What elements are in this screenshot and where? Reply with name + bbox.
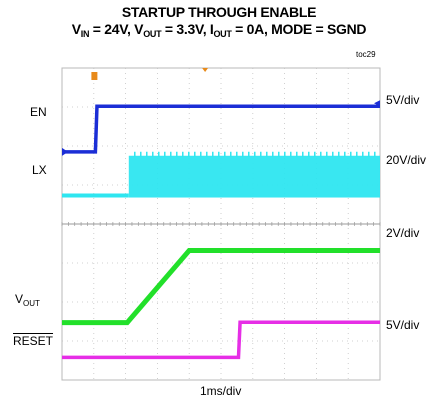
lx-switching-block — [128, 155, 380, 198]
en-scale: 5V/div — [386, 93, 420, 107]
chart-subtitle: VIN = 24V, VOUT = 3.3V, IOUT = 0A, MODE … — [0, 21, 438, 39]
iout-subscript: OUT — [213, 29, 232, 39]
delay-marker — [202, 68, 209, 72]
toc-label: toc29 — [356, 50, 376, 59]
vout-subscript: OUT — [143, 29, 162, 39]
vout-trace — [62, 248, 380, 326]
trigger-position-marker — [91, 72, 98, 80]
vin-value: = 24V, — [89, 21, 135, 37]
x-axis-scale: 1ms/div — [200, 384, 242, 398]
scope-markers — [62, 68, 380, 156]
scope-grid — [61, 67, 381, 381]
en-trigger-marker — [374, 100, 380, 107]
vout-label-main: V — [15, 292, 24, 306]
vout-label-sub: OUT — [23, 299, 40, 308]
en-trace — [62, 104, 380, 154]
reset-label: RESET — [13, 334, 54, 348]
vout-scale: 2V/div — [386, 226, 420, 240]
iout-symbol: I — [209, 21, 214, 37]
vout-label: VOUT — [15, 292, 40, 308]
chart-title: STARTUP THROUGH ENABLE — [121, 4, 317, 20]
vout-value: = 3.3V, — [161, 21, 210, 37]
vin-symbol: V — [71, 21, 81, 37]
reset-scale: 5V/div — [386, 318, 420, 332]
vin-subscript: IN — [80, 29, 90, 39]
en-label: EN — [30, 105, 47, 119]
iout-mode-value: = 0A, MODE = SGND — [231, 21, 367, 37]
lx-scale: 20V/div — [386, 153, 427, 167]
scope-traces — [62, 104, 380, 360]
vout-symbol: V — [134, 21, 144, 37]
en-level-marker — [62, 147, 68, 156]
reset-trace — [62, 320, 380, 360]
lx-label: LX — [32, 163, 47, 177]
